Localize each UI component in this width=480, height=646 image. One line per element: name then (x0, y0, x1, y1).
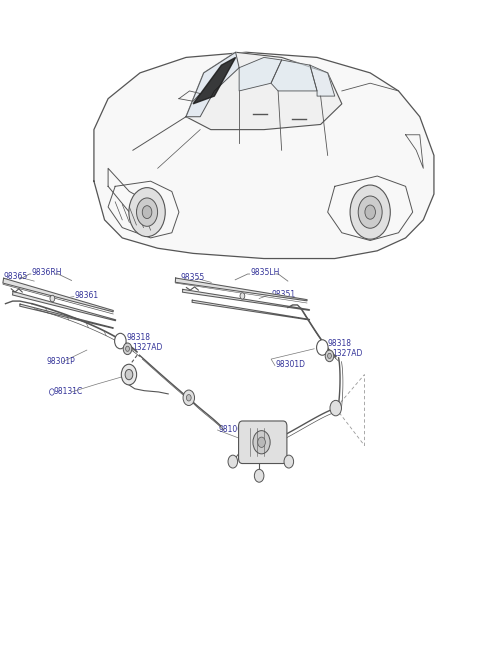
Polygon shape (12, 291, 116, 320)
Circle shape (228, 455, 238, 468)
Text: 1327AD: 1327AD (332, 349, 362, 359)
Polygon shape (310, 65, 335, 96)
Polygon shape (3, 278, 113, 312)
Circle shape (254, 470, 264, 482)
Circle shape (330, 401, 341, 416)
Circle shape (115, 333, 126, 349)
Circle shape (258, 437, 265, 448)
Text: 98318: 98318 (126, 333, 150, 342)
Text: 98351: 98351 (271, 290, 295, 299)
Circle shape (183, 390, 194, 406)
Circle shape (253, 431, 270, 454)
Circle shape (123, 343, 132, 355)
Circle shape (49, 389, 54, 395)
Circle shape (317, 340, 328, 355)
Text: 98131C: 98131C (53, 388, 83, 397)
Polygon shape (20, 304, 113, 328)
Circle shape (325, 350, 334, 362)
Circle shape (186, 395, 191, 401)
Polygon shape (271, 60, 317, 91)
Polygon shape (186, 52, 342, 130)
Circle shape (350, 185, 390, 239)
Circle shape (121, 364, 137, 385)
Text: 9836RH: 9836RH (32, 268, 62, 277)
Circle shape (358, 196, 382, 228)
Circle shape (50, 295, 55, 302)
Circle shape (284, 455, 294, 468)
Polygon shape (239, 57, 282, 91)
Polygon shape (94, 52, 434, 258)
Polygon shape (186, 52, 239, 117)
Text: 9835LH: 9835LH (251, 268, 280, 277)
Polygon shape (193, 57, 236, 104)
Circle shape (240, 293, 245, 299)
Text: 98365: 98365 (3, 272, 27, 281)
Circle shape (327, 353, 331, 359)
Circle shape (365, 205, 375, 219)
Text: 98361: 98361 (75, 291, 99, 300)
Polygon shape (175, 278, 307, 301)
Text: 98318: 98318 (327, 339, 351, 348)
Circle shape (129, 187, 165, 236)
Circle shape (136, 198, 157, 226)
Circle shape (142, 205, 152, 218)
Circle shape (125, 370, 133, 380)
Text: 98355: 98355 (180, 273, 204, 282)
Text: 98301D: 98301D (276, 360, 306, 370)
Text: 98301P: 98301P (46, 357, 75, 366)
Circle shape (126, 346, 130, 351)
FancyBboxPatch shape (239, 421, 287, 464)
Text: 98100H: 98100H (218, 425, 248, 434)
Polygon shape (192, 300, 310, 320)
Text: 1327AD: 1327AD (132, 343, 163, 352)
Polygon shape (182, 289, 310, 310)
